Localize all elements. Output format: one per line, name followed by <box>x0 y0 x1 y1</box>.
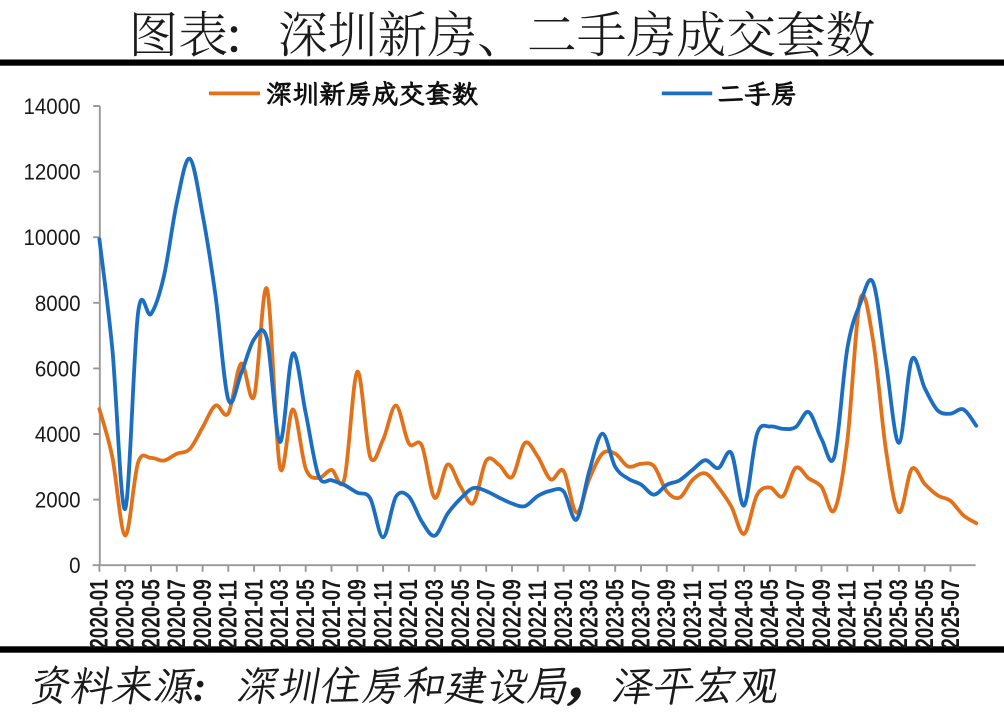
svg-text:2021-05: 2021-05 <box>292 579 320 649</box>
svg-text:2020-09: 2020-09 <box>188 579 216 649</box>
svg-text:2023-05: 2023-05 <box>601 579 629 649</box>
svg-text:2022-11: 2022-11 <box>524 580 552 649</box>
svg-text:2022-05: 2022-05 <box>446 579 474 649</box>
svg-text:2020-05: 2020-05 <box>137 579 165 649</box>
svg-text:2021-11: 2021-11 <box>369 580 397 649</box>
svg-text:2023-07: 2023-07 <box>627 579 655 649</box>
svg-text:2024-05: 2024-05 <box>756 579 784 649</box>
svg-text:2024-11: 2024-11 <box>833 580 861 649</box>
svg-text:2025-05: 2025-05 <box>911 579 939 649</box>
svg-text:2021-03: 2021-03 <box>266 579 294 649</box>
svg-text:2000: 2000 <box>35 489 81 513</box>
svg-text:2025-03: 2025-03 <box>885 579 913 649</box>
svg-text:2020-03: 2020-03 <box>111 579 139 649</box>
svg-text:0: 0 <box>69 555 80 579</box>
svg-text:8000: 8000 <box>35 292 81 316</box>
svg-text:2023-09: 2023-09 <box>653 579 681 649</box>
svg-text:2022-07: 2022-07 <box>472 579 500 649</box>
svg-text:2024-03: 2024-03 <box>730 579 758 649</box>
svg-text:2021-07: 2021-07 <box>317 579 345 649</box>
svg-text:2020-11: 2020-11 <box>214 580 242 649</box>
svg-text:2022-03: 2022-03 <box>421 579 449 649</box>
svg-text:2024-09: 2024-09 <box>807 579 835 649</box>
svg-text:2022-09: 2022-09 <box>498 579 526 649</box>
svg-text:14000: 14000 <box>24 95 81 119</box>
svg-text:2021-01: 2021-01 <box>240 579 268 649</box>
svg-text:2020-07: 2020-07 <box>163 579 191 649</box>
svg-text:6000: 6000 <box>35 358 81 382</box>
svg-text:2020-01: 2020-01 <box>85 579 113 649</box>
svg-text:2022-01: 2022-01 <box>395 579 423 649</box>
svg-text:2025-01: 2025-01 <box>859 579 887 649</box>
svg-text:10000: 10000 <box>24 227 81 251</box>
svg-text:2021-09: 2021-09 <box>343 579 371 649</box>
svg-text:4000: 4000 <box>35 423 81 447</box>
svg-text:2024-07: 2024-07 <box>782 579 810 649</box>
svg-text:2024-01: 2024-01 <box>704 579 732 649</box>
svg-text:12000: 12000 <box>24 161 81 185</box>
svg-text:2025-07: 2025-07 <box>936 579 964 649</box>
svg-text:2023-03: 2023-03 <box>575 579 603 649</box>
svg-text:2023-01: 2023-01 <box>549 579 577 649</box>
svg-text:2023-11: 2023-11 <box>678 580 706 649</box>
